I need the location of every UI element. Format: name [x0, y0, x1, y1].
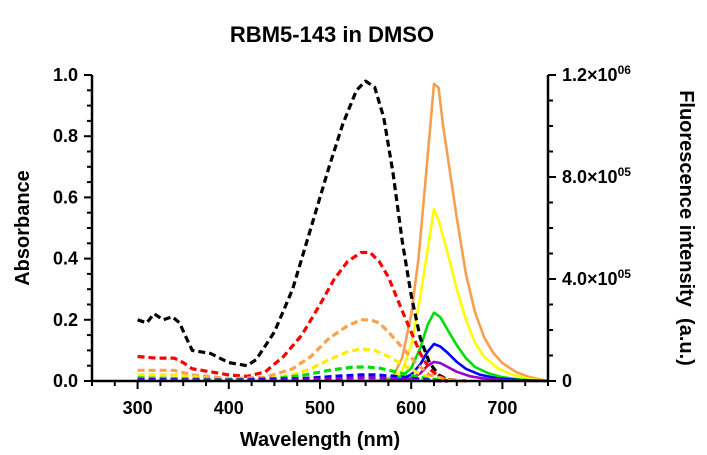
absorbance-series-5 [137, 365, 448, 383]
y-left-tick-label: 0.2 [53, 310, 78, 330]
x-tick-label: 600 [396, 398, 426, 418]
y-right-tick-label: 1.2×1006 [562, 63, 631, 85]
fluorescence-series-4 [388, 342, 549, 383]
absorbance-series-7 [137, 376, 448, 383]
x-axis-label: Wavelength (nm) [240, 429, 400, 451]
y-left-axis-ticks: 0.0 0.2 0.4 0.6 0.8 1.0 [53, 65, 92, 391]
y-left-axis-label: Absorbance [12, 170, 34, 286]
x-tick-label: 700 [487, 398, 517, 418]
x-tick-label: 500 [305, 398, 335, 418]
x-tick-label: 400 [214, 398, 244, 418]
absorbance-series-1 [137, 79, 467, 383]
chart-title: RBM5-143 in DMSO [230, 22, 434, 47]
y-right-tick-label: 0 [562, 371, 572, 391]
y-right-axis-ticks: 0 4.0×1005 8.0×1005 1.2×1006 [548, 63, 631, 391]
plot-series [137, 79, 549, 383]
y-left-tick-label: 0.4 [53, 249, 78, 269]
fluorescence-series-1 [370, 82, 549, 383]
y-right-tick-label: 4.0×1005 [562, 267, 631, 289]
x-axis-ticks: 300 400 500 600 700 [91, 381, 549, 418]
y-left-tick-label: 0.6 [53, 187, 78, 207]
absorbance-series-2 [137, 250, 467, 383]
y-left-tick-label: 1.0 [53, 65, 78, 85]
y-left-tick-label: 0.0 [53, 371, 78, 391]
y-right-axis-label: Fluorescence intensity (a.u.) [675, 90, 697, 366]
y-right-tick-label: 8.0×1005 [562, 165, 631, 187]
y-left-tick-label: 0.8 [53, 126, 78, 146]
x-tick-label: 300 [123, 398, 153, 418]
fluorescence-series-2 [374, 207, 549, 383]
absorbance-series-3 [137, 318, 467, 383]
